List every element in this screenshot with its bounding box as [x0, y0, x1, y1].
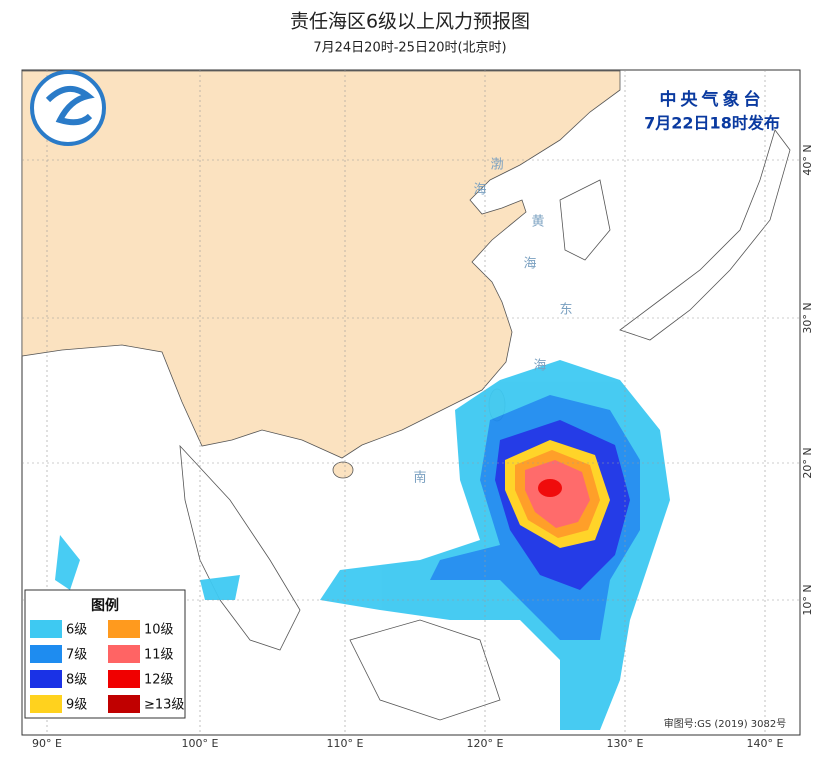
lon-label: 130° E — [607, 737, 644, 750]
lat-label: 30° N — [801, 302, 814, 333]
legend-label: 8级 — [66, 673, 87, 688]
legend-swatch — [108, 620, 140, 638]
sea-label: 南 — [413, 470, 426, 486]
sea-label: 海 — [473, 183, 486, 198]
legend-label: 6级 — [66, 623, 87, 638]
legend-swatch — [30, 695, 62, 713]
agency-name: 中央气象台 — [660, 89, 765, 110]
wind-areas — [55, 360, 670, 730]
graticule — [22, 70, 800, 735]
map-subtitle: 7月24日20时-25日20时(北京时) — [313, 41, 506, 56]
legend-label: 11级 — [144, 648, 174, 663]
legend-label: 10级 — [144, 623, 174, 638]
legend-swatch — [30, 645, 62, 663]
lat-label: 20° N — [801, 447, 814, 478]
lon-label: 90° E — [32, 737, 62, 750]
sea-label: 海 — [533, 359, 546, 374]
issue-time: 7月22日18时发布 — [644, 114, 780, 133]
legend-swatch — [30, 670, 62, 688]
sea-label: 渤 — [490, 157, 503, 173]
lat-label: 40° N — [801, 144, 814, 175]
legend-swatch — [108, 670, 140, 688]
land — [21, 70, 791, 721]
legend-title: 图例 — [91, 597, 119, 614]
legend: 图例 6级 10级 7级 11级 8级 12级 9级 ≥13级 — [24, 589, 186, 719]
lat-label: 10° N — [801, 584, 814, 615]
review-number: 审图号:GS (2019) 3082号 — [664, 717, 787, 730]
sea-label: 黄 — [531, 215, 544, 230]
map-title: 责任海区6级以上风力预报图 — [290, 11, 530, 33]
legend-swatch — [108, 645, 140, 663]
legend-label: 9级 — [66, 698, 87, 713]
sea-label: 东 — [559, 303, 572, 318]
legend-label: ≥13级 — [144, 698, 184, 713]
legend-swatch — [30, 620, 62, 638]
sea-label: 海 — [523, 257, 536, 272]
lon-label: 140° E — [747, 737, 784, 750]
legend-swatch — [108, 695, 140, 713]
logo — [30, 70, 106, 146]
legend-label: 12级 — [144, 673, 174, 688]
lon-label: 110° E — [327, 737, 364, 750]
lon-label: 120° E — [467, 737, 504, 750]
lon-label: 100° E — [182, 737, 219, 750]
legend-label: 7级 — [66, 648, 87, 663]
